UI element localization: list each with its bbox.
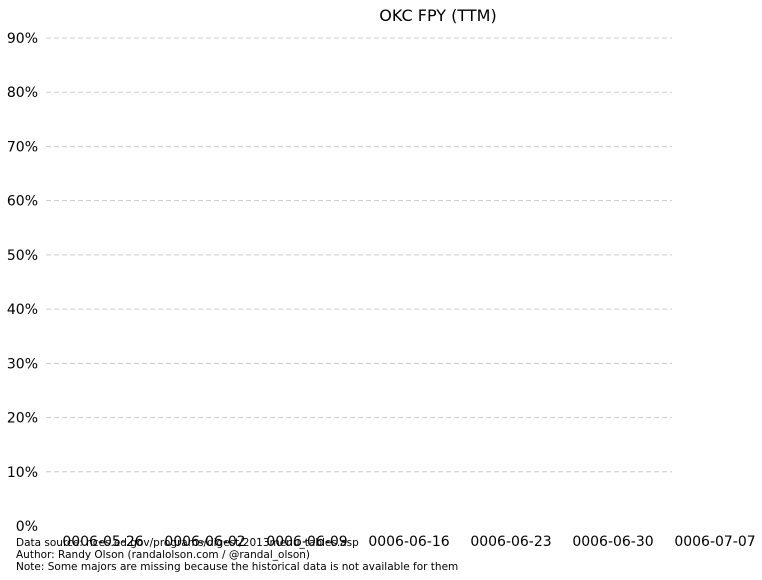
chart-title: OKC FPY (TTM) [379, 6, 496, 25]
data-source-note: Data source: nces.ed.gov/programs/digest… [16, 537, 359, 549]
missing-data-note: Note: Some majors are missing because th… [16, 561, 459, 574]
x-tick-label: 0006-06-23 [470, 534, 551, 550]
x-tick-label: 0006-06-09 [266, 534, 347, 550]
y-tick-label: 90% [7, 31, 38, 47]
y-tick-label: 50% [7, 248, 38, 264]
y-axis-ticks: 0% 10% 20% 30% 40% 50% 60% 70% 80% 90% [7, 31, 38, 535]
y-tick-label: 0% [16, 519, 38, 535]
y-tick-label: 60% [7, 194, 38, 210]
y-tick-label: 40% [7, 302, 38, 318]
author-note: Author: Randy Olson (randalolson.com / @… [16, 549, 311, 562]
x-tick-label: 0006-06-02 [164, 534, 245, 550]
x-tick-label: 0006-07-07 [674, 534, 755, 550]
x-tick-label: 0006-06-16 [368, 534, 449, 550]
x-tick-label: 0006-06-30 [572, 534, 653, 550]
y-tick-label: 30% [7, 356, 38, 372]
y-tick-label: 10% [7, 465, 38, 481]
gridlines [46, 37, 672, 473]
y-tick-label: 20% [7, 411, 38, 427]
y-tick-label: 80% [7, 85, 38, 101]
chart-footer: Data source: nces.ed.gov/programs/digest… [16, 537, 458, 574]
y-tick-label: 70% [7, 139, 38, 155]
x-tick-label: 0006-05-26 [62, 534, 143, 550]
x-axis-ticks: 0006-05-26 0006-06-02 0006-06-09 0006-06-16… [62, 534, 755, 550]
